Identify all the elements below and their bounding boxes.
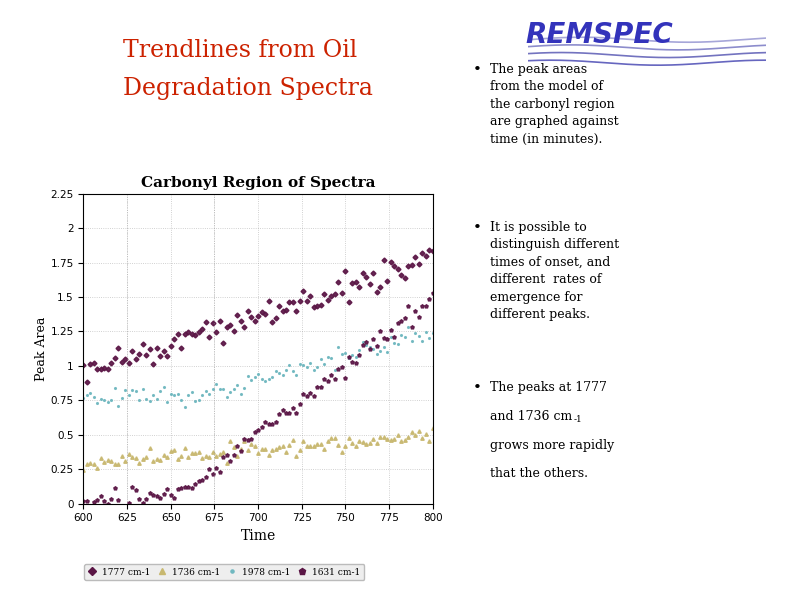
Text: It is possible to
distinguish different
times of onset, and
different  rates of
: It is possible to distinguish different … [490,221,619,321]
Text: grows more rapidly: grows more rapidly [490,439,614,452]
Text: -1: -1 [573,415,582,424]
Text: •: • [472,63,481,76]
Text: •: • [472,381,481,395]
Text: and 1736 cm: and 1736 cm [490,410,572,423]
Title: Carbonyl Region of Spectra: Carbonyl Region of Spectra [141,176,376,190]
Text: •: • [472,221,481,234]
Y-axis label: Peak Area: Peak Area [35,316,48,381]
Legend: 1777 cm-1, 1736 cm-1, 1978 cm-1, 1631 cm-1: 1777 cm-1, 1736 cm-1, 1978 cm-1, 1631 cm… [84,564,364,581]
Text: The peak areas
from the model of
the carbonyl region
are graphed against
time (i: The peak areas from the model of the car… [490,63,619,145]
X-axis label: Time: Time [241,529,276,543]
Text: REMSPEC: REMSPEC [526,21,673,49]
Text: Degradation Spectra: Degradation Spectra [123,77,373,101]
Text: that the others.: that the others. [490,467,588,480]
Text: The peaks at 1777: The peaks at 1777 [490,381,607,395]
Text: Trendlines from Oil: Trendlines from Oil [123,39,357,62]
